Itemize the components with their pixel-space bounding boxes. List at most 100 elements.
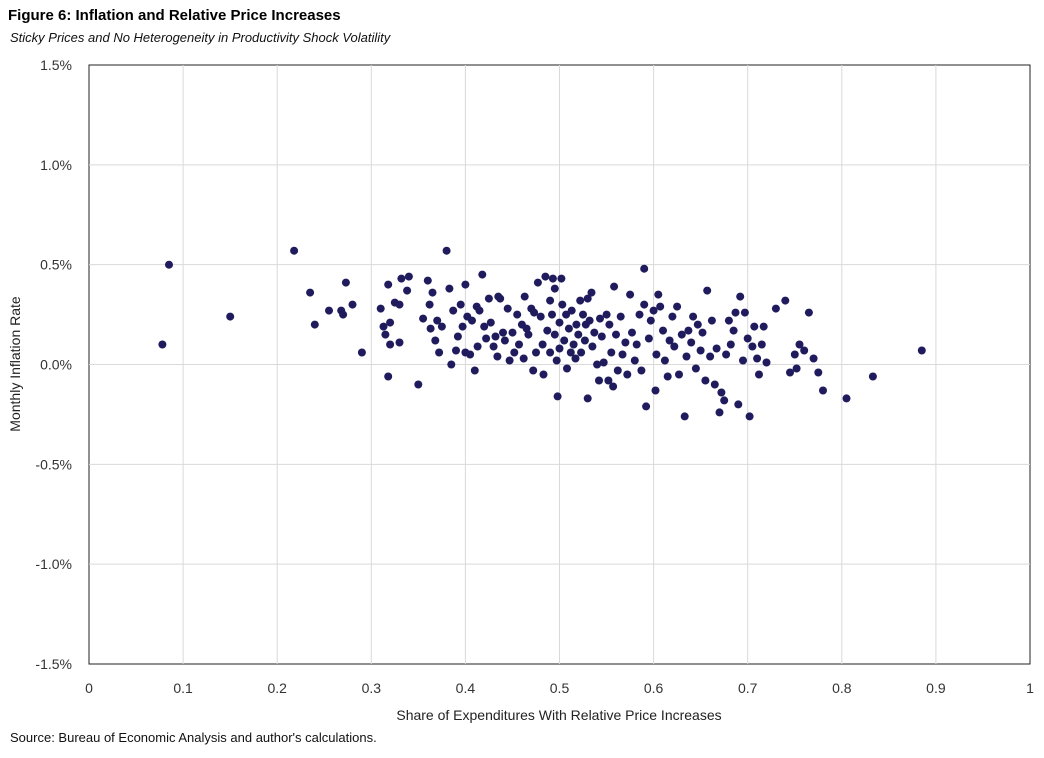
- x-tick-label: 0: [85, 680, 93, 696]
- data-point: [522, 324, 531, 333]
- data-point: [612, 330, 620, 339]
- data-point: [604, 376, 613, 385]
- data-point: [546, 296, 555, 305]
- data-point: [707, 316, 716, 325]
- data-point: [386, 318, 395, 327]
- data-point: [740, 308, 749, 317]
- data-point: [489, 342, 498, 351]
- x-axis-title: Share of Expenditures With Relative Pric…: [396, 707, 721, 723]
- data-point: [165, 260, 173, 269]
- x-axis-ticks: 0 0.1 0.2 0.3 0.4 0.5 0.6 0.7 0.8 0.9 1: [85, 680, 1034, 696]
- data-point: [461, 280, 470, 289]
- data-point: [536, 312, 545, 321]
- data-point: [792, 364, 801, 373]
- data-point: [395, 338, 404, 347]
- data-point: [445, 284, 454, 293]
- data-point: [587, 288, 596, 297]
- data-point: [724, 316, 733, 325]
- data-point: [339, 310, 348, 319]
- data-point: [621, 338, 630, 347]
- data-point: [644, 334, 653, 343]
- data-point: [403, 286, 412, 295]
- data-point: [696, 346, 705, 355]
- data-point: [543, 326, 552, 335]
- data-point: [473, 342, 482, 351]
- data-point: [715, 408, 724, 417]
- data-point: [515, 340, 523, 349]
- data-point: [546, 348, 555, 357]
- data-point: [529, 366, 538, 375]
- x-tick-label: 0.1: [173, 680, 193, 696]
- data-point: [651, 386, 660, 395]
- data-point: [567, 306, 576, 315]
- data-point: [698, 328, 707, 337]
- data-point: [569, 340, 578, 349]
- data-point: [745, 412, 754, 421]
- data-point: [613, 366, 622, 375]
- data-point: [484, 294, 493, 303]
- data-point: [475, 306, 484, 315]
- data-point: [310, 320, 319, 329]
- data-point: [538, 340, 547, 349]
- data-point: [541, 272, 550, 281]
- data-point: [458, 322, 467, 331]
- data-point: [456, 300, 465, 309]
- data-point: [842, 394, 851, 403]
- data-point: [428, 288, 437, 297]
- data-point: [610, 282, 619, 291]
- data-point: [786, 368, 794, 377]
- data-point: [628, 328, 636, 337]
- data-point: [548, 274, 557, 283]
- data-point: [677, 330, 686, 339]
- data-point: [809, 354, 818, 363]
- data-point: [158, 340, 167, 349]
- data-point: [630, 356, 639, 365]
- data-point: [325, 306, 333, 315]
- data-point: [557, 274, 566, 283]
- data-point: [583, 394, 592, 403]
- data-point: [757, 340, 766, 349]
- x-tick-label: 0.7: [738, 680, 758, 696]
- data-point: [596, 314, 604, 323]
- data-point: [574, 330, 583, 339]
- data-point: [710, 380, 719, 389]
- data-point: [680, 412, 689, 421]
- data-point: [771, 304, 780, 313]
- data-point: [482, 334, 491, 343]
- data-point: [341, 278, 350, 287]
- data-point: [712, 344, 721, 353]
- data-point: [447, 360, 456, 369]
- data-point: [616, 312, 625, 321]
- data-point: [503, 304, 512, 313]
- data-point: [693, 320, 702, 329]
- data-point: [640, 300, 649, 309]
- data-point: [533, 278, 542, 287]
- data-point: [731, 308, 740, 317]
- data-point: [348, 300, 357, 309]
- data-point: [423, 276, 432, 285]
- x-tick-label: 1: [1026, 680, 1034, 696]
- y-tick-label: -0.5%: [35, 456, 72, 472]
- data-point: [431, 336, 440, 345]
- data-point: [577, 348, 586, 357]
- data-point: [673, 302, 682, 311]
- data-point: [618, 350, 627, 359]
- data-point: [520, 292, 529, 301]
- data-point: [583, 294, 592, 303]
- data-point: [539, 370, 548, 379]
- data-point: [552, 356, 561, 365]
- y-tick-label: -1.0%: [35, 556, 72, 572]
- data-point: [632, 340, 641, 349]
- data-point: [649, 306, 658, 315]
- data-point: [691, 364, 700, 373]
- data-point: [675, 370, 683, 379]
- data-point: [384, 280, 393, 289]
- data-point: [470, 366, 479, 375]
- data-point: [357, 348, 366, 357]
- data-point: [590, 328, 599, 337]
- data-point: [689, 312, 698, 321]
- data-point: [505, 356, 514, 365]
- data-point: [376, 304, 385, 313]
- data-point: [743, 334, 752, 343]
- data-point: [642, 402, 651, 411]
